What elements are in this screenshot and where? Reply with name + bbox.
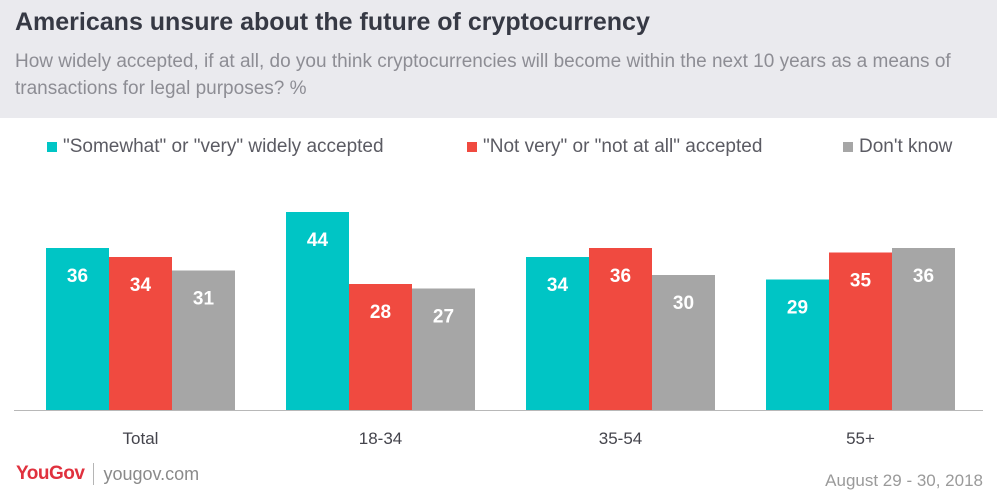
legend-swatch-accepted: [47, 142, 57, 152]
bar-value-label: 44: [307, 230, 329, 251]
bar-55--series-1: [829, 252, 892, 410]
bar-55--series-2: [892, 248, 955, 410]
bar-value-label: 36: [67, 266, 88, 287]
bar-value-label: 29: [787, 298, 808, 319]
bar-total-series-2: [172, 270, 235, 410]
legend-swatch-not-accepted: [467, 142, 477, 152]
chart-title: Americans unsure about the future of cry…: [15, 8, 650, 36]
bar-value-label: 30: [673, 293, 694, 314]
legend-swatch-dont-know: [843, 142, 853, 152]
bar-55--series-0: [766, 279, 829, 410]
category-label: 35-54: [599, 429, 642, 448]
legend-item-dont-know: Don't know: [843, 136, 952, 158]
survey-date: August 29 - 30, 2018: [825, 471, 983, 490]
bar-35-54-series-0: [526, 257, 589, 410]
bar-35-54-series-1: [589, 248, 652, 410]
bar-value-label: 35: [850, 271, 872, 292]
brand-divider: [93, 463, 95, 485]
bar-35-54-series-2: [652, 275, 715, 410]
category-label: Total: [123, 429, 159, 448]
legend-label-accepted: "Somewhat" or "very" widely accepted: [63, 136, 384, 157]
bar-value-label: 28: [370, 302, 391, 323]
yougov-logo: YouGov: [16, 463, 85, 484]
bar-value-label: 36: [913, 266, 934, 287]
header-band: [0, 0, 997, 118]
bar-18-34-series-1: [349, 284, 412, 410]
bar-total-series-0: [46, 248, 109, 410]
chart-subtitle: How widely accepted, if at all, do you t…: [15, 51, 951, 99]
legend-item-not-accepted: "Not very" or "not at all" accepted: [467, 136, 762, 158]
bar-18-34-series-0: [286, 212, 349, 410]
footer-brand: YouGov yougov.com: [16, 463, 199, 485]
bar-value-label: 27: [433, 307, 454, 328]
bar-total-series-1: [109, 257, 172, 410]
legend-label-not-accepted: "Not very" or "not at all" accepted: [483, 136, 763, 157]
bar-value-label: 31: [193, 289, 215, 310]
category-label: 55+: [846, 429, 875, 448]
legend-item-accepted: "Somewhat" or "very" widely accepted: [47, 136, 384, 158]
legend-label-dont-know: Don't know: [859, 136, 953, 157]
category-label: 18-34: [359, 429, 402, 448]
bar-18-34-series-2: [412, 288, 475, 410]
yougov-url: yougov.com: [103, 463, 200, 484]
bar-value-label: 34: [130, 275, 152, 296]
chart-legend: "Somewhat" or "very" widely accepted "No…: [0, 136, 997, 162]
bar-value-label: 34: [547, 275, 569, 296]
bar-value-label: 36: [610, 266, 631, 287]
